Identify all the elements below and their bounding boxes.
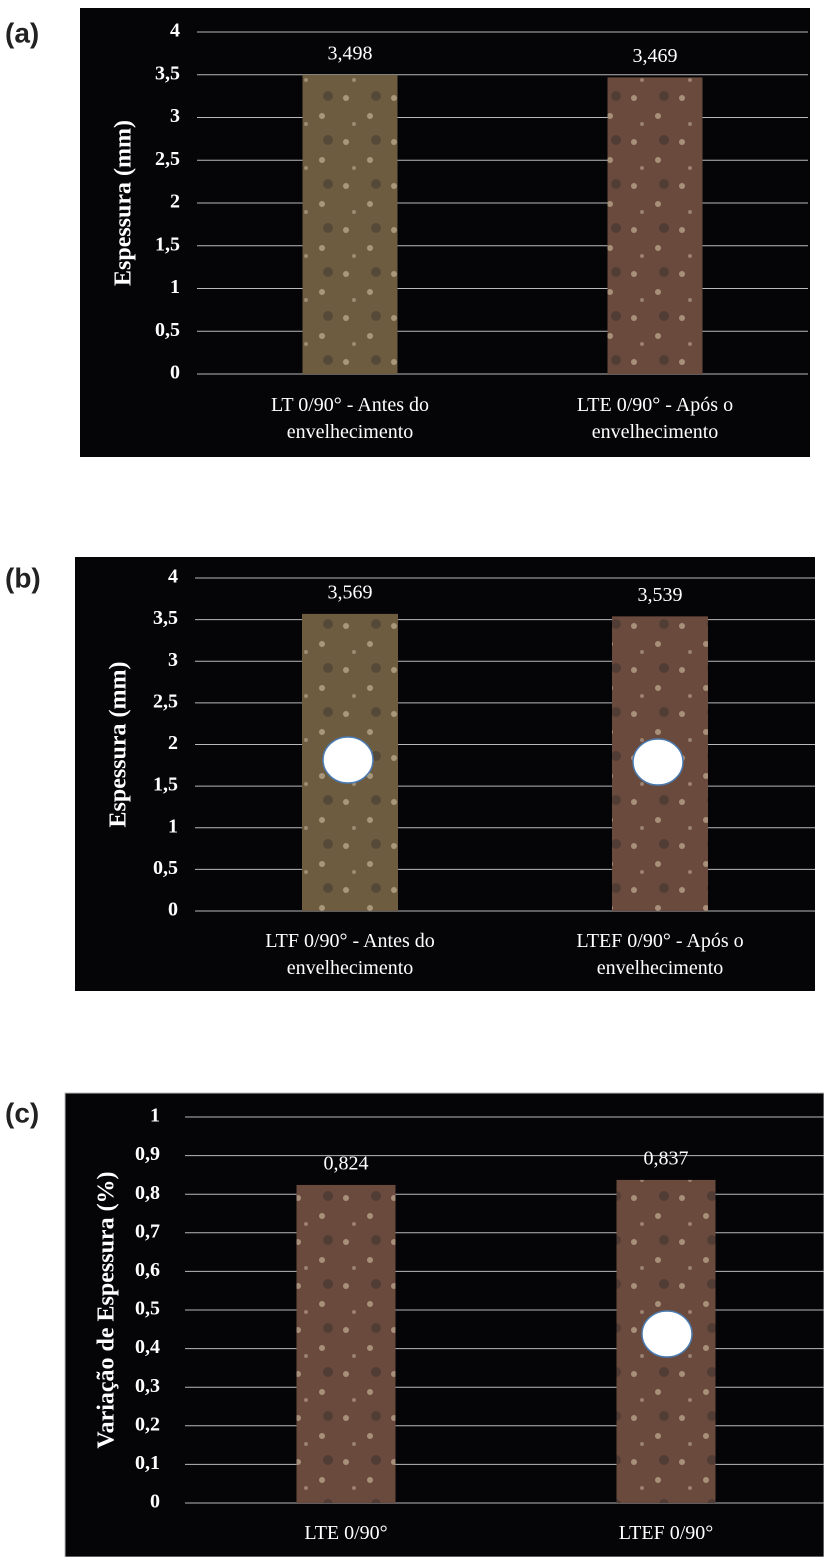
y-tick-label: 4 (168, 566, 178, 588)
y-tick-label: 2 (170, 191, 180, 213)
value-label: 3,498 (328, 43, 373, 65)
y-tick-label: 0,6 (135, 1259, 160, 1281)
marker-circle (642, 1311, 692, 1357)
chart: (a) Espessura (mm) 0 0,5 1 1,5 2 2,5 3 3,5 4 3,498 3… (0, 0, 824, 1557)
y-tick-label: 0,5 (155, 319, 180, 341)
y-tick-label: 0,2 (135, 1413, 160, 1435)
x-tick-label: LTE 0/90° - Após o envelhecimento (525, 392, 785, 446)
value-label: 3,469 (633, 45, 678, 67)
value-label: 3,539 (638, 584, 683, 606)
value-label: 0,837 (644, 1148, 689, 1170)
y-tick-label: 0 (170, 362, 180, 384)
y-tick-label: 4 (170, 20, 180, 42)
y-tick-label: 2,5 (153, 690, 178, 712)
panel-label: (b) (5, 562, 41, 593)
y-tick-label: 3 (168, 649, 178, 671)
y-tick-label: 2,5 (155, 148, 180, 170)
y-tick-label: 1 (150, 1105, 160, 1127)
bar-texture (303, 75, 398, 374)
y-tick-label: 0 (150, 1491, 160, 1513)
y-axis-title: Espessura (mm) (111, 120, 137, 286)
marker-circle (633, 739, 683, 785)
x-tick-label: LT 0/90° - Antes do envelhecimento (220, 392, 480, 446)
figure: (a) Espessura (mm) 0 0,5 1 1,5 2 2,5 3 3,5 4 3,498 3… (0, 0, 824, 1557)
y-tick-label: 0,8 (135, 1182, 160, 1204)
y-axis-title: Espessura (mm) (106, 662, 132, 828)
y-tick-label: 2 (168, 732, 178, 754)
y-tick-label: 0,1 (135, 1452, 160, 1474)
y-tick-label: 0,5 (153, 857, 178, 879)
panel-label: (a) (5, 17, 39, 48)
bar-texture (608, 77, 703, 374)
y-tick-label: 1,5 (153, 774, 178, 796)
y-tick-label: 3 (170, 105, 180, 127)
y-tick-label: 0,9 (135, 1143, 160, 1165)
y-axis-title: Variação de Espessura (%) (94, 1171, 120, 1448)
x-tick-label: LTF 0/90° - Antes do envelhecimento (220, 928, 480, 982)
y-tick-label: 1 (170, 276, 180, 298)
y-tick-label: 3,5 (155, 62, 180, 84)
y-tick-label: 0,5 (135, 1298, 160, 1320)
value-label: 0,824 (324, 1153, 369, 1175)
marker-circle (323, 737, 373, 783)
x-tick-label: LTEF 0/90° (536, 1520, 796, 1547)
bar-texture (297, 1185, 396, 1503)
y-tick-label: 0,3 (135, 1375, 160, 1397)
y-tick-label: 1,5 (155, 233, 180, 255)
y-tick-label: 0,7 (135, 1220, 160, 1242)
y-tick-label: 0,4 (135, 1336, 160, 1358)
y-tick-label: 0 (168, 899, 178, 921)
y-tick-label: 3,5 (153, 607, 178, 629)
value-label: 3,569 (328, 581, 373, 603)
y-tick-label: 1 (168, 815, 178, 837)
x-tick-label: LTE 0/90° (216, 1520, 476, 1547)
panel-label: (c) (5, 1097, 39, 1128)
x-tick-label: LTEF 0/90° - Após o envelhecimento (530, 928, 790, 982)
